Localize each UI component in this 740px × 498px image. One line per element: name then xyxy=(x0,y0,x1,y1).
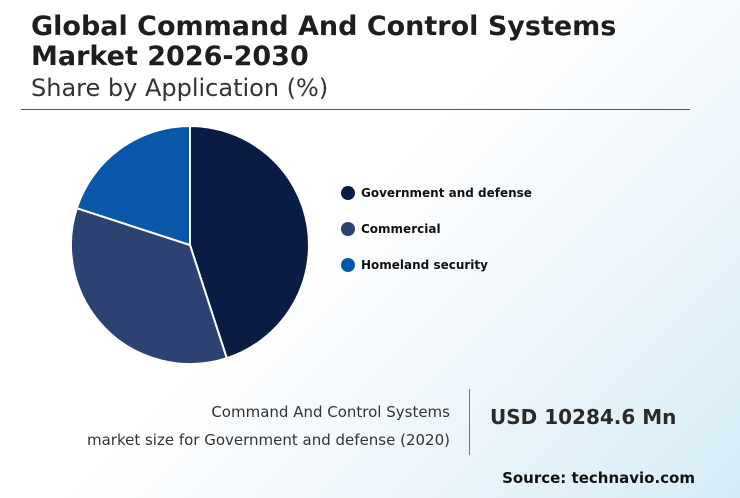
market-size-value: USD 10284.6 Mn xyxy=(490,405,677,429)
legend-swatch-commercial xyxy=(341,222,355,236)
legend-item-homeland: Homeland security xyxy=(341,247,532,283)
pie-slice-homeland xyxy=(75,124,191,247)
description-line-2: market size for Government and defense (… xyxy=(86,431,450,449)
legend-swatch-homeland xyxy=(341,258,355,272)
legend-swatch-government xyxy=(341,186,355,200)
market-size-description: Command And Control Systems market size … xyxy=(87,398,450,454)
pie-slice-commercial xyxy=(70,206,229,365)
chart-title: Global Command And Control Systems Marke… xyxy=(31,11,617,72)
value-divider xyxy=(469,389,470,455)
pie-chart xyxy=(70,124,310,365)
legend-item-government: Government and defense xyxy=(341,175,532,211)
legend: Government and defense Commercial Homela… xyxy=(341,175,532,283)
legend-item-commercial: Commercial xyxy=(341,211,532,247)
chart-subtitle: Share by Application (%) xyxy=(31,74,329,102)
pie-slice-government xyxy=(189,124,310,360)
legend-label-homeland: Homeland security xyxy=(361,258,488,272)
legend-label-commercial: Commercial xyxy=(361,222,441,236)
description-line-1: Command And Control Systems xyxy=(211,403,450,421)
source-credit: Source: technavio.com xyxy=(502,469,695,487)
legend-label-government: Government and defense xyxy=(361,186,532,200)
title-divider xyxy=(21,109,690,110)
